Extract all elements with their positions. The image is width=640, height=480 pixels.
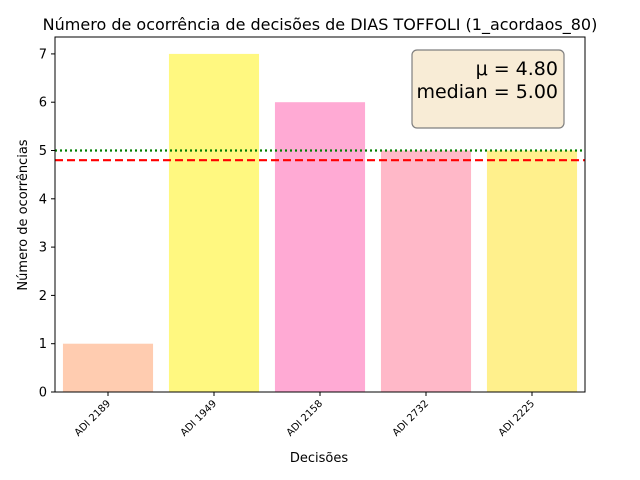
x-tick-label: ADI 2158 [285, 398, 325, 438]
bar-adi-2225 [486, 150, 578, 392]
x-tick-label: ADI 1949 [179, 398, 219, 438]
plot-area: 0 1 2 3 4 5 6 7 ADI 2189 ADI 1949 ADI 2158 ADI 2732… [39, 36, 586, 439]
y-tick-label: 7 [39, 47, 47, 62]
y-tick-label: 1 [39, 337, 47, 352]
y-tick-label: 0 [39, 386, 47, 401]
x-tick-label: ADI 2225 [497, 398, 537, 438]
bar-adi-1949 [168, 53, 260, 393]
y-tick-label: 5 [39, 144, 47, 159]
mean-stat-text: μ = 4.80 [476, 58, 558, 80]
median-stat-text: median = 5.00 [416, 81, 558, 103]
bar-adi-2158 [274, 102, 366, 393]
bar-adi-2732 [380, 150, 472, 392]
stats-box [411, 49, 565, 129]
y-tick-label: 4 [39, 192, 47, 207]
bar-adi-2189 [62, 343, 154, 392]
x-tick-label: ADI 2189 [73, 398, 113, 438]
y-tick-label: 3 [39, 241, 47, 256]
chart-title: Número de ocorrência de decisões de DIAS… [43, 15, 598, 35]
y-axis-label: Número de ocorrências [16, 139, 31, 290]
y-tick-label: 2 [39, 289, 47, 304]
y-tick-label: 6 [39, 96, 47, 111]
x-tick-label: ADI 2732 [391, 398, 431, 438]
x-axis-label: Decisões [290, 451, 348, 466]
